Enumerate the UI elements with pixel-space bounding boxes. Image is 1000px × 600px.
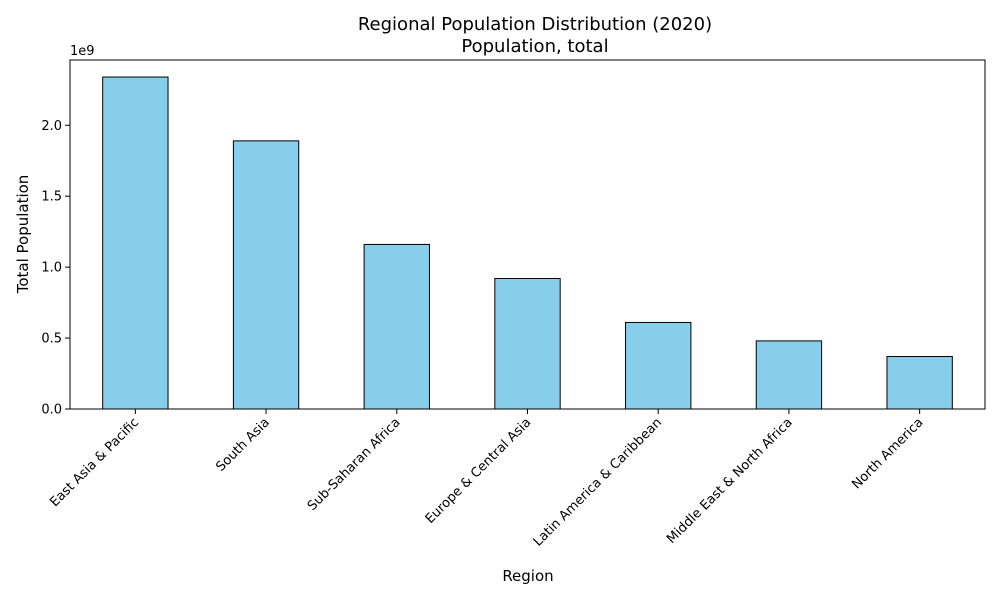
y-axis-label: Total Population	[14, 175, 32, 295]
plot-frame	[69, 59, 986, 410]
bars-layer	[102, 76, 953, 410]
x-axis-label: Region	[502, 567, 553, 585]
y-tick-label: 2.0	[41, 119, 62, 134]
x-tick-label: North America	[849, 415, 926, 492]
bar-1	[232, 140, 300, 410]
x-tick-label: South Asia	[213, 415, 273, 475]
bar-2	[363, 243, 430, 410]
x-tick-label: Latin America & Caribbean	[531, 415, 665, 549]
y-tick-label: 1.5	[41, 190, 62, 205]
y-offset-label: 1e9	[70, 44, 95, 59]
y-tick-label: 0.5	[41, 332, 62, 347]
y-tick-label: 0.0	[41, 403, 62, 418]
y-tick-label: 1.0	[41, 261, 62, 276]
x-tick-label: Europe & Central Asia	[423, 415, 535, 527]
bar-0	[102, 76, 169, 410]
x-axis: East Asia & Pacific South Asia Sub-Saharan…	[47, 409, 926, 550]
y-axis: 0.0 0.5 1.0 1.5 2.0	[41, 119, 70, 418]
chart-title: Regional Population Distribution (2020)	[358, 14, 712, 35]
x-tick-label: East Asia & Pacific	[47, 415, 142, 510]
chart-subtitle: Population, total	[461, 36, 608, 57]
bar-6	[886, 356, 953, 410]
x-tick-label: Sub-Saharan Africa	[305, 415, 404, 514]
bar-4	[625, 321, 692, 410]
bar-5	[755, 340, 823, 410]
bar-3	[494, 277, 561, 410]
x-tick-label: Middle East & North Africa	[664, 415, 796, 547]
